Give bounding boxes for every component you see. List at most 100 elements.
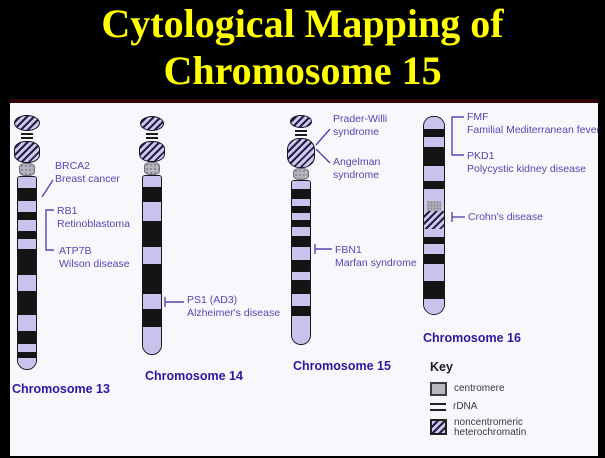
satellite-region [140,116,164,131]
chromosome-band-dark [143,264,161,294]
chromosome-band-dark [292,236,310,247]
chromosome-label: Chromosome 15 [293,359,391,373]
gene-annotation: Angelman syndrome [333,156,380,182]
chromosome-arm [17,176,37,370]
chromosome-band-dark [292,189,310,199]
annotation-line: Retinoblastoma [57,218,130,230]
gene-annotation: FBN1 Marfan syndrome [335,244,417,270]
leader-line [45,209,54,251]
chromosome-band-light [18,315,36,331]
annotation-line: Wilson disease [59,258,130,270]
chromosome-band-light [143,341,161,354]
satellite-region [290,115,312,128]
chromosome-band-dark [18,231,36,239]
chromosome-band-light [18,220,36,231]
chromosome-band-light [424,189,444,201]
annotation-line: FMF [467,111,489,123]
chromosome-band-light [424,244,444,254]
chromosome-band-light [292,181,310,189]
figure-panel: Chromosome 13 BRCA2 Breast cancer RB1 Retino… [10,99,600,456]
chromosome-band-light [292,227,310,236]
chromosome-band-dark [292,206,310,213]
chromosome-band-dark [424,181,444,189]
leader-line [451,116,464,156]
chromosome-band-dark [424,129,444,137]
gene-annotation: PS1 (AD3) Alzheimer's disease [187,294,280,320]
annotation-line: Crohn's disease [468,211,543,223]
gene-annotation: RB1 Retinoblastoma [57,205,130,231]
chromosome-band-dark [292,220,310,227]
chromosome-band-light [143,247,161,264]
gene-annotation: Prader-Willi syndrome [333,113,387,139]
chromosome-band-dark [292,280,310,294]
chromosome-arm [423,116,445,315]
centromere-swatch-icon [430,382,447,396]
chromosome-band-dark [18,249,36,275]
centromere-region [144,162,160,175]
annotation-line: Breast cancer [55,173,120,185]
leader-line [41,179,54,198]
chromosome-band-dark [18,291,36,315]
chromosome-band-light [424,229,444,237]
annotation-line: PS1 (AD3) [187,294,238,306]
title-line-1: Cytological Mapping of [101,1,504,46]
chromosome-label: Chromosome 13 [12,382,110,396]
chromosome-band-light [143,202,161,221]
chromosome-band-hetero [424,211,444,229]
chromosome-band-light [292,213,310,220]
gene-annotation: Crohn's disease [468,211,543,224]
chromosome-band-light [18,177,36,188]
chromosome-band-dark [143,309,161,327]
chromosome-arm [291,180,311,345]
chromosome-band-light [18,201,36,212]
chromosome-arm [142,175,162,355]
centromere-region [19,163,35,176]
rdna-swatch-icon [430,403,446,411]
chromosome-band-dark [424,254,444,264]
chromosome-band-light [143,176,161,187]
chromosome-band-dark [424,237,444,244]
annotation-line: BRCA2 [55,160,91,172]
annotation-line: syndrome [333,169,380,181]
chromosome-band-light [18,358,36,369]
gene-annotation: FMF Familial Mediterranean fever [467,111,600,137]
annotation-line: Prader-Willi [333,113,388,125]
key-item-label: noncentromeric heterochromatin [454,417,527,438]
chromosome-band-light [424,117,444,129]
chromosome-band-light [292,247,310,260]
gene-annotation: PKD1 Polycystic kidney disease [467,150,586,176]
heterochromatin-swatch-icon [430,419,447,435]
annotation-line: RB1 [57,205,78,217]
annotation-line: Alzheimer's disease [187,307,281,319]
annotation-line: Angelman [333,156,381,168]
chromosome-band-light [143,294,161,309]
chromosome-label: Chromosome 14 [145,369,243,383]
chromosome-band-dark [143,221,161,247]
annotation-line: Polycystic kidney disease [467,163,587,175]
chromosome-band-light [424,166,444,181]
chromosome-band-dark [292,306,310,316]
chromosome-band-dark [18,212,36,220]
leader-line [315,148,331,164]
chromosome-band-light [143,327,161,341]
chromosome-band-light [18,275,36,291]
annotation-line: PKD1 [467,150,495,162]
chromosome-band-light [292,199,310,206]
gene-annotation: BRCA2 Breast cancer [55,160,120,186]
chromosome-band-light [424,137,444,147]
chromosome-band-light [18,344,36,352]
chromosome-band-light [292,331,310,344]
heterochromatin-region [139,141,165,162]
chromosome-band-light [18,239,36,249]
key-item-centromere: centromere [430,382,526,396]
slide-title: Cytological Mapping of Chromosome 15 [0,0,605,94]
satellite-region [14,115,40,131]
annotation-line: syndrome [333,126,380,138]
rdna-stalk-icon [295,130,307,137]
chromosome-band-dark [143,187,161,202]
chromosome-band-light [424,299,444,314]
key-item-rdna: rDNA [430,402,526,412]
chromosome-band-light [424,264,444,281]
chromosome-band-dark [292,260,310,272]
